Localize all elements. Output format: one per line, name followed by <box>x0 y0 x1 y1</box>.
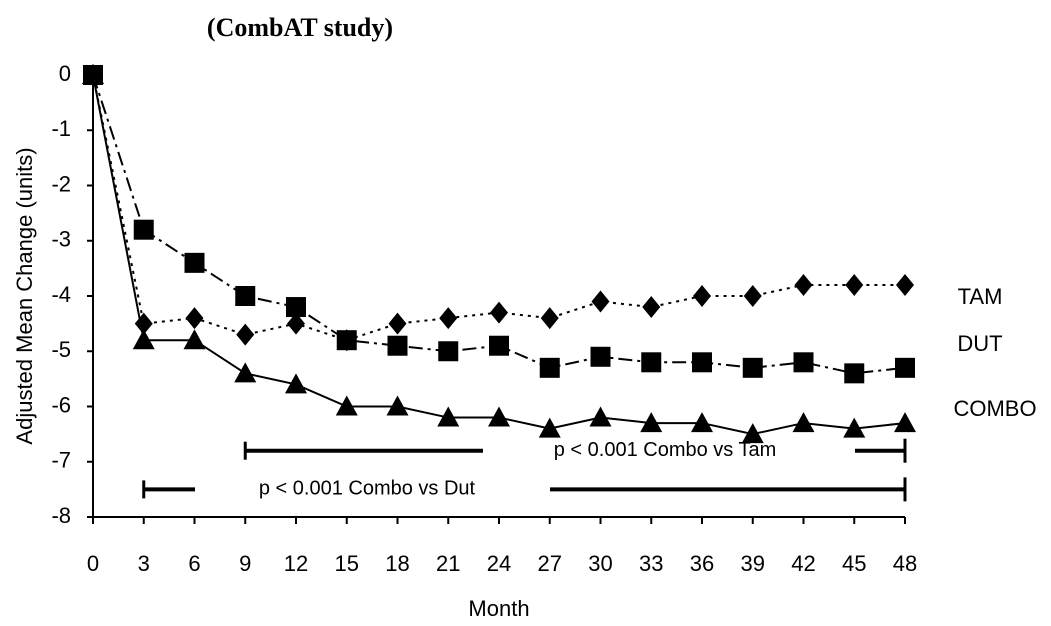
marker-triangle <box>894 412 916 433</box>
marker-square <box>844 363 865 384</box>
marker-diamond <box>794 273 813 296</box>
marker-square <box>692 352 712 373</box>
marker-square <box>184 252 205 273</box>
marker-triangle <box>691 412 713 433</box>
x-tick-label: 27 <box>538 551 562 576</box>
series-line <box>92 74 906 436</box>
marker-diamond <box>439 307 458 330</box>
y-tick-label: -6 <box>51 392 71 417</box>
marker-diamond <box>845 273 864 296</box>
marker-diamond <box>490 301 508 324</box>
x-tick-label: 18 <box>385 551 409 576</box>
x-tick-label: 39 <box>741 551 765 576</box>
marker-triangle <box>335 395 358 416</box>
marker-square <box>742 357 763 378</box>
series-line <box>92 74 905 342</box>
marker-triangle <box>132 329 155 350</box>
marker-diamond <box>236 323 255 346</box>
y-tick-label: -1 <box>51 116 71 141</box>
marker-diamond <box>743 285 762 307</box>
series-label: DUT <box>957 331 1002 356</box>
y-tick-label: -7 <box>51 448 71 473</box>
marker-triangle <box>285 373 307 394</box>
marker-triangle <box>488 406 510 427</box>
marker-triangle <box>82 64 104 84</box>
x-tick-label: 42 <box>791 551 815 576</box>
y-tick-label: -2 <box>51 171 71 196</box>
marker-square <box>590 346 611 367</box>
y-tick-label: -8 <box>51 503 71 528</box>
marker-diamond <box>896 273 914 296</box>
x-tick-label: 21 <box>436 551 460 576</box>
marker-square <box>387 335 408 356</box>
marker-square <box>539 357 560 378</box>
series-label: COMBO <box>953 396 1036 421</box>
y-tick-label: -4 <box>51 282 71 307</box>
marker-diamond <box>591 290 610 313</box>
marker-diamond <box>693 285 711 307</box>
y-tick-label: -3 <box>51 227 71 252</box>
marker-triangle <box>792 412 815 433</box>
x-tick-label: 12 <box>284 551 308 576</box>
x-tick-label: 3 <box>138 551 150 576</box>
marker-triangle <box>640 412 663 433</box>
x-tick-label: 33 <box>639 551 663 576</box>
series-line <box>92 74 906 375</box>
marker-diamond <box>388 312 407 335</box>
marker-square <box>895 357 915 378</box>
marker-square <box>641 352 662 373</box>
marker-triangle <box>437 406 460 427</box>
chart-title: (CombAT study) <box>207 13 393 42</box>
series-label: TAM <box>958 284 1003 309</box>
marker-triangle <box>741 423 764 444</box>
marker-square <box>235 286 256 306</box>
marker-square <box>438 341 459 362</box>
x-tick-label: 24 <box>487 551 511 576</box>
y-tick-label: -5 <box>51 337 71 362</box>
marker-diamond <box>287 312 305 335</box>
marker-square <box>489 335 509 356</box>
marker-diamond <box>642 296 661 319</box>
annotation: p < 0.001 Combo vs Dut <box>259 478 476 500</box>
marker-diamond <box>185 307 204 330</box>
x-tick-label: 48 <box>893 551 917 576</box>
x-tick-label: 6 <box>188 551 200 576</box>
x-tick-label: 15 <box>335 551 359 576</box>
marker-diamond <box>540 307 559 330</box>
marker-square <box>286 297 306 318</box>
x-tick-label: 30 <box>588 551 612 576</box>
y-tick-label: 0 <box>59 61 71 86</box>
annotation: p < 0.001 Combo vs Tam <box>554 439 777 461</box>
marker-triangle <box>386 395 409 416</box>
marker-triangle <box>234 362 257 383</box>
marker-triangle <box>589 406 612 427</box>
marker-square <box>793 352 814 373</box>
x-tick-label: 0 <box>87 551 99 576</box>
marker-triangle <box>538 417 561 438</box>
x-axis-label: Month <box>468 596 529 621</box>
marker-triangle <box>843 417 866 438</box>
y-axis-label: Adjusted Mean Change (units) <box>12 147 37 444</box>
marker-square <box>133 219 154 240</box>
marker-triangle <box>183 329 206 350</box>
x-tick-label: 45 <box>842 551 866 576</box>
x-tick-label: 9 <box>239 551 251 576</box>
marker-square <box>336 330 357 351</box>
x-tick-label: 36 <box>690 551 714 576</box>
